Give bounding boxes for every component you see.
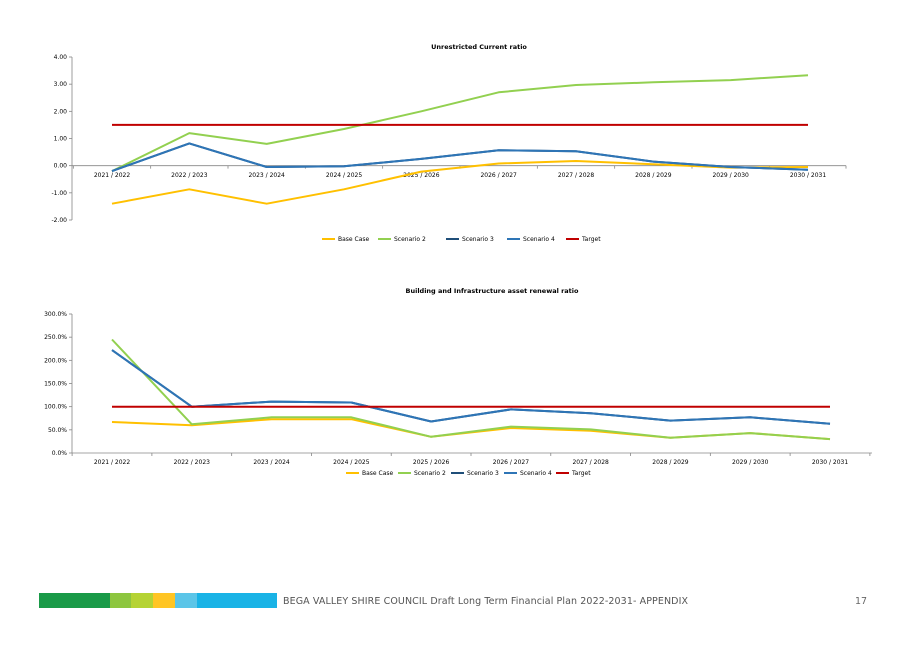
c1-y-tick-label: 2.00	[54, 108, 68, 115]
c1-x-tick-label: 2026 / 2027	[480, 172, 517, 179]
c1-legend-label-target: Target	[581, 236, 601, 243]
footer-color-segment	[110, 593, 131, 608]
c1-x-tick-label: 2030 / 2031	[790, 172, 827, 179]
c1-x-tick-label: 2021 / 2022	[94, 172, 131, 179]
footer-color-segment	[131, 593, 153, 608]
c2-legend-label-scenario-2: Scenario 2	[414, 470, 446, 477]
chart-asset-renewal-ratio: Building and Infrastructure asset renewa…	[44, 287, 872, 477]
c2-x-tick-label: 2030 / 2031	[812, 459, 849, 466]
c1-y-tick-label: 0.00	[54, 163, 68, 170]
c1-legend-label-scenario-2: Scenario 2	[394, 236, 426, 243]
c1-title: Unrestricted Current ratio	[431, 43, 527, 51]
c1-x-tick-label: 2028 / 2029	[635, 172, 672, 179]
c2-y-tick-label: 300.0%	[44, 311, 67, 318]
c2-y-tick-label: 250.0%	[44, 334, 67, 341]
c2-x-tick-label: 2022 / 2023	[174, 459, 211, 466]
c2-series-scenario-3	[111, 349, 831, 425]
c2-y-tick-label: 200.0%	[44, 357, 67, 364]
c1-series-scenario-4	[111, 142, 809, 173]
c2-legend-label-scenario-4: Scenario 4	[520, 470, 552, 477]
c2-x-tick-label: 2025 / 2026	[413, 459, 450, 466]
chart-unrestricted-current-ratio: Unrestricted Current ratio 4.00 3.00 2.00 1.…	[51, 43, 847, 243]
c1-series-base-case	[111, 160, 809, 205]
footer-color-segment	[175, 593, 197, 608]
c2-series-scenario-4	[111, 349, 831, 425]
c2-x-tick-label: 2021 / 2022	[94, 459, 131, 466]
c2-legend-label-base-case: Base Case	[362, 470, 394, 477]
c2-x-tick-label: 2028 / 2029	[652, 459, 689, 466]
c2-legend-label-scenario-3: Scenario 3	[467, 470, 499, 477]
c1-y-tick-label: 4.00	[54, 54, 68, 61]
c1-y-tick-label: -2.00	[51, 217, 67, 224]
c2-y-tick-label: 100.0%	[44, 404, 67, 411]
c2-x-tick-label: 2029 / 2030	[732, 459, 769, 466]
c2-x-tick-label: 2023 / 2024	[253, 459, 290, 466]
c1-y-tick-label: -1.00	[51, 190, 67, 197]
footer-color-segment	[153, 593, 175, 608]
c1-x-tick-label: 2024 / 2025	[326, 172, 363, 179]
footer-color-segment	[197, 593, 277, 608]
c1-legend-label-base-case: Base Case	[338, 236, 370, 243]
c2-title: Building and Infrastructure asset renewa…	[406, 287, 579, 295]
c1-x-tick-label: 2029 / 2030	[712, 172, 749, 179]
c2-y-tick-label: 0.0%	[52, 450, 68, 457]
c2-x-tick-label: 2024 / 2025	[333, 459, 370, 466]
c1-series-scenario-2	[111, 74, 809, 172]
c2-legend-label-target: Target	[571, 470, 591, 477]
footer-text: BEGA VALLEY SHIRE COUNCIL Draft Long Ter…	[283, 596, 689, 607]
c1-y-tick-label: 3.00	[54, 81, 68, 88]
footer-color-segment	[39, 593, 110, 608]
c1-x-tick-label: 2027 / 2028	[558, 172, 595, 179]
c2-x-tick-label: 2027 / 2028	[572, 459, 609, 466]
c2-x-tick-label: 2026 / 2027	[493, 459, 530, 466]
c1-legend-label-scenario-4: Scenario 4	[523, 236, 555, 243]
c1-x-tick-label: 2022 / 2023	[171, 172, 208, 179]
c1-legend-label-scenario-3: Scenario 3	[462, 236, 494, 243]
c2-series-scenario-2	[111, 338, 831, 441]
c1-y-tick-label: 1.00	[54, 136, 68, 143]
c2-y-tick-label: 50.0%	[48, 427, 67, 434]
c2-y-tick-label: 150.0%	[44, 381, 67, 388]
page-number: 17	[855, 596, 868, 607]
c1-x-tick-label: 2025 / 2026	[403, 172, 440, 179]
c1-x-tick-label: 2023 / 2024	[248, 172, 285, 179]
